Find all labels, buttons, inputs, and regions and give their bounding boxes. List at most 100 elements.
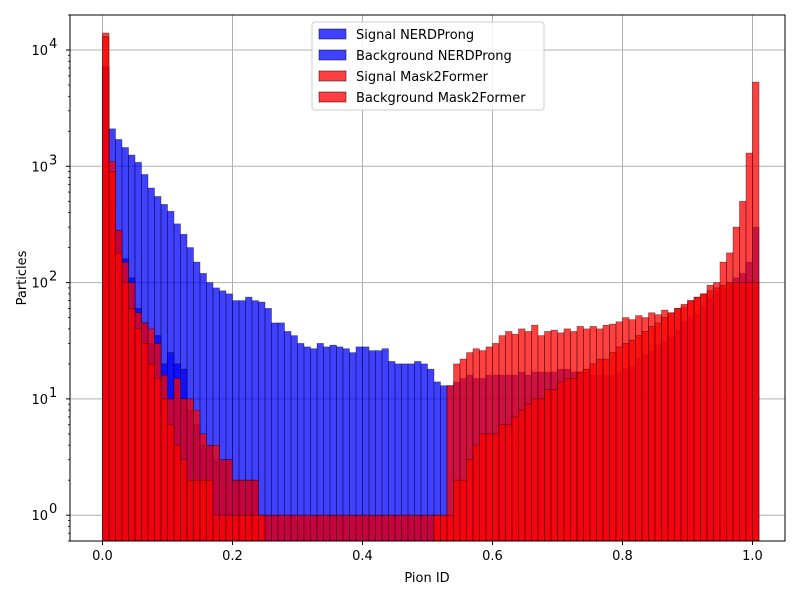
histogram-bar	[290, 514, 298, 542]
x-tick-label: 0.4	[352, 549, 373, 564]
histogram-bar	[310, 514, 318, 542]
histogram-bar	[407, 514, 415, 542]
histogram-bar	[362, 346, 370, 542]
histogram-bar	[212, 514, 220, 542]
histogram-bar	[693, 296, 701, 542]
histogram-bar	[420, 363, 428, 542]
histogram-bar	[472, 444, 480, 542]
histogram-bar	[394, 514, 402, 542]
histogram-bar	[160, 398, 168, 542]
histogram-bar	[524, 403, 532, 542]
x-axis-ticks: 0.0 0.2 0.4 0.6 0.8 1.0	[92, 541, 763, 564]
histogram-bar	[615, 346, 623, 542]
histogram-bar	[667, 312, 675, 542]
histogram-bar	[277, 514, 285, 542]
legend-swatch	[318, 91, 347, 103]
histogram-bar	[342, 348, 350, 542]
histogram-bar	[466, 459, 474, 542]
histogram-bar	[687, 300, 695, 542]
histogram-bar	[323, 514, 331, 542]
histogram-bar	[706, 290, 714, 542]
histogram-bar	[654, 322, 662, 542]
histogram-bar	[440, 514, 448, 542]
histogram-bar	[193, 479, 201, 542]
histogram-bar	[446, 514, 454, 542]
y-tick-exponent: 1	[49, 386, 57, 401]
histogram-bar	[258, 301, 266, 542]
legend-swatch	[318, 70, 347, 82]
histogram-bar	[316, 343, 324, 542]
histogram-bar	[394, 363, 402, 542]
y-tick-exponent: 3	[49, 153, 57, 168]
histogram-bar	[583, 368, 591, 542]
histogram-bar	[121, 282, 129, 542]
histogram-bar	[589, 363, 597, 542]
y-tick-label: 10	[31, 393, 48, 408]
histogram-bar	[147, 363, 155, 542]
histogram-bar	[674, 308, 682, 542]
histogram-bar	[635, 335, 643, 542]
histogram-bar	[537, 398, 545, 542]
series-3-bars	[102, 36, 760, 542]
histogram-bar	[115, 252, 123, 542]
histogram-bar	[329, 344, 337, 542]
histogram-bar	[310, 348, 318, 542]
histogram-bar	[355, 346, 363, 542]
histogram-bar	[167, 424, 175, 542]
histogram-bar	[264, 308, 272, 542]
y-tick-label: 10	[31, 44, 48, 59]
histogram-bar	[368, 350, 376, 542]
histogram-bar	[414, 361, 422, 542]
histogram-bar	[622, 343, 630, 542]
histogram-bar	[349, 352, 357, 542]
histogram-bar	[388, 514, 396, 542]
histogram-bar	[752, 282, 760, 542]
y-tick-exponent: 2	[49, 270, 57, 285]
histogram-bar	[336, 346, 344, 542]
histogram-bar	[732, 282, 740, 542]
histogram-bar	[232, 514, 240, 542]
x-tick-label: 0.2	[222, 549, 243, 564]
histogram-bar	[433, 514, 441, 542]
y-tick-label: 10	[31, 277, 48, 292]
histogram-bar	[609, 352, 617, 542]
histogram-bar	[739, 282, 747, 542]
histogram-bar	[102, 36, 110, 542]
histogram-bar	[713, 287, 721, 542]
histogram-bar	[206, 479, 214, 542]
histogram-bar	[550, 389, 558, 542]
histogram-bar	[745, 282, 753, 542]
histogram-bar	[459, 479, 467, 542]
histogram-bar	[245, 514, 253, 542]
histogram-bar	[661, 317, 669, 542]
histogram-bar	[271, 322, 279, 542]
histogram-bar	[518, 409, 526, 542]
legend-label: Signal Mask2Former	[356, 70, 489, 85]
histogram-bar	[329, 514, 337, 542]
histogram-bar	[355, 514, 363, 542]
histogram-bar	[648, 326, 656, 542]
histogram-bar	[141, 343, 149, 542]
histogram-bar	[596, 358, 604, 542]
histogram-bar	[531, 398, 539, 542]
histogram-bar	[251, 514, 259, 542]
x-tick-label: 0.6	[482, 549, 503, 564]
histogram-bar	[492, 433, 500, 542]
histogram-bar	[297, 514, 305, 542]
histogram-bar	[700, 293, 708, 542]
histogram-bar	[349, 514, 357, 542]
histogram-bar	[290, 335, 298, 542]
histogram-bar	[199, 479, 207, 542]
histogram-bar	[375, 350, 383, 542]
legend-label: Background Mask2Former	[356, 91, 526, 106]
histogram-bar	[427, 514, 435, 542]
histogram-bar	[680, 304, 688, 542]
histogram-bar	[303, 514, 311, 542]
histogram-bar	[726, 282, 734, 542]
histogram-bar	[557, 381, 565, 542]
histogram-bar	[602, 358, 610, 542]
histogram-bar	[401, 514, 409, 542]
histogram-bar	[225, 514, 233, 542]
x-tick-label: 1.0	[742, 549, 763, 564]
